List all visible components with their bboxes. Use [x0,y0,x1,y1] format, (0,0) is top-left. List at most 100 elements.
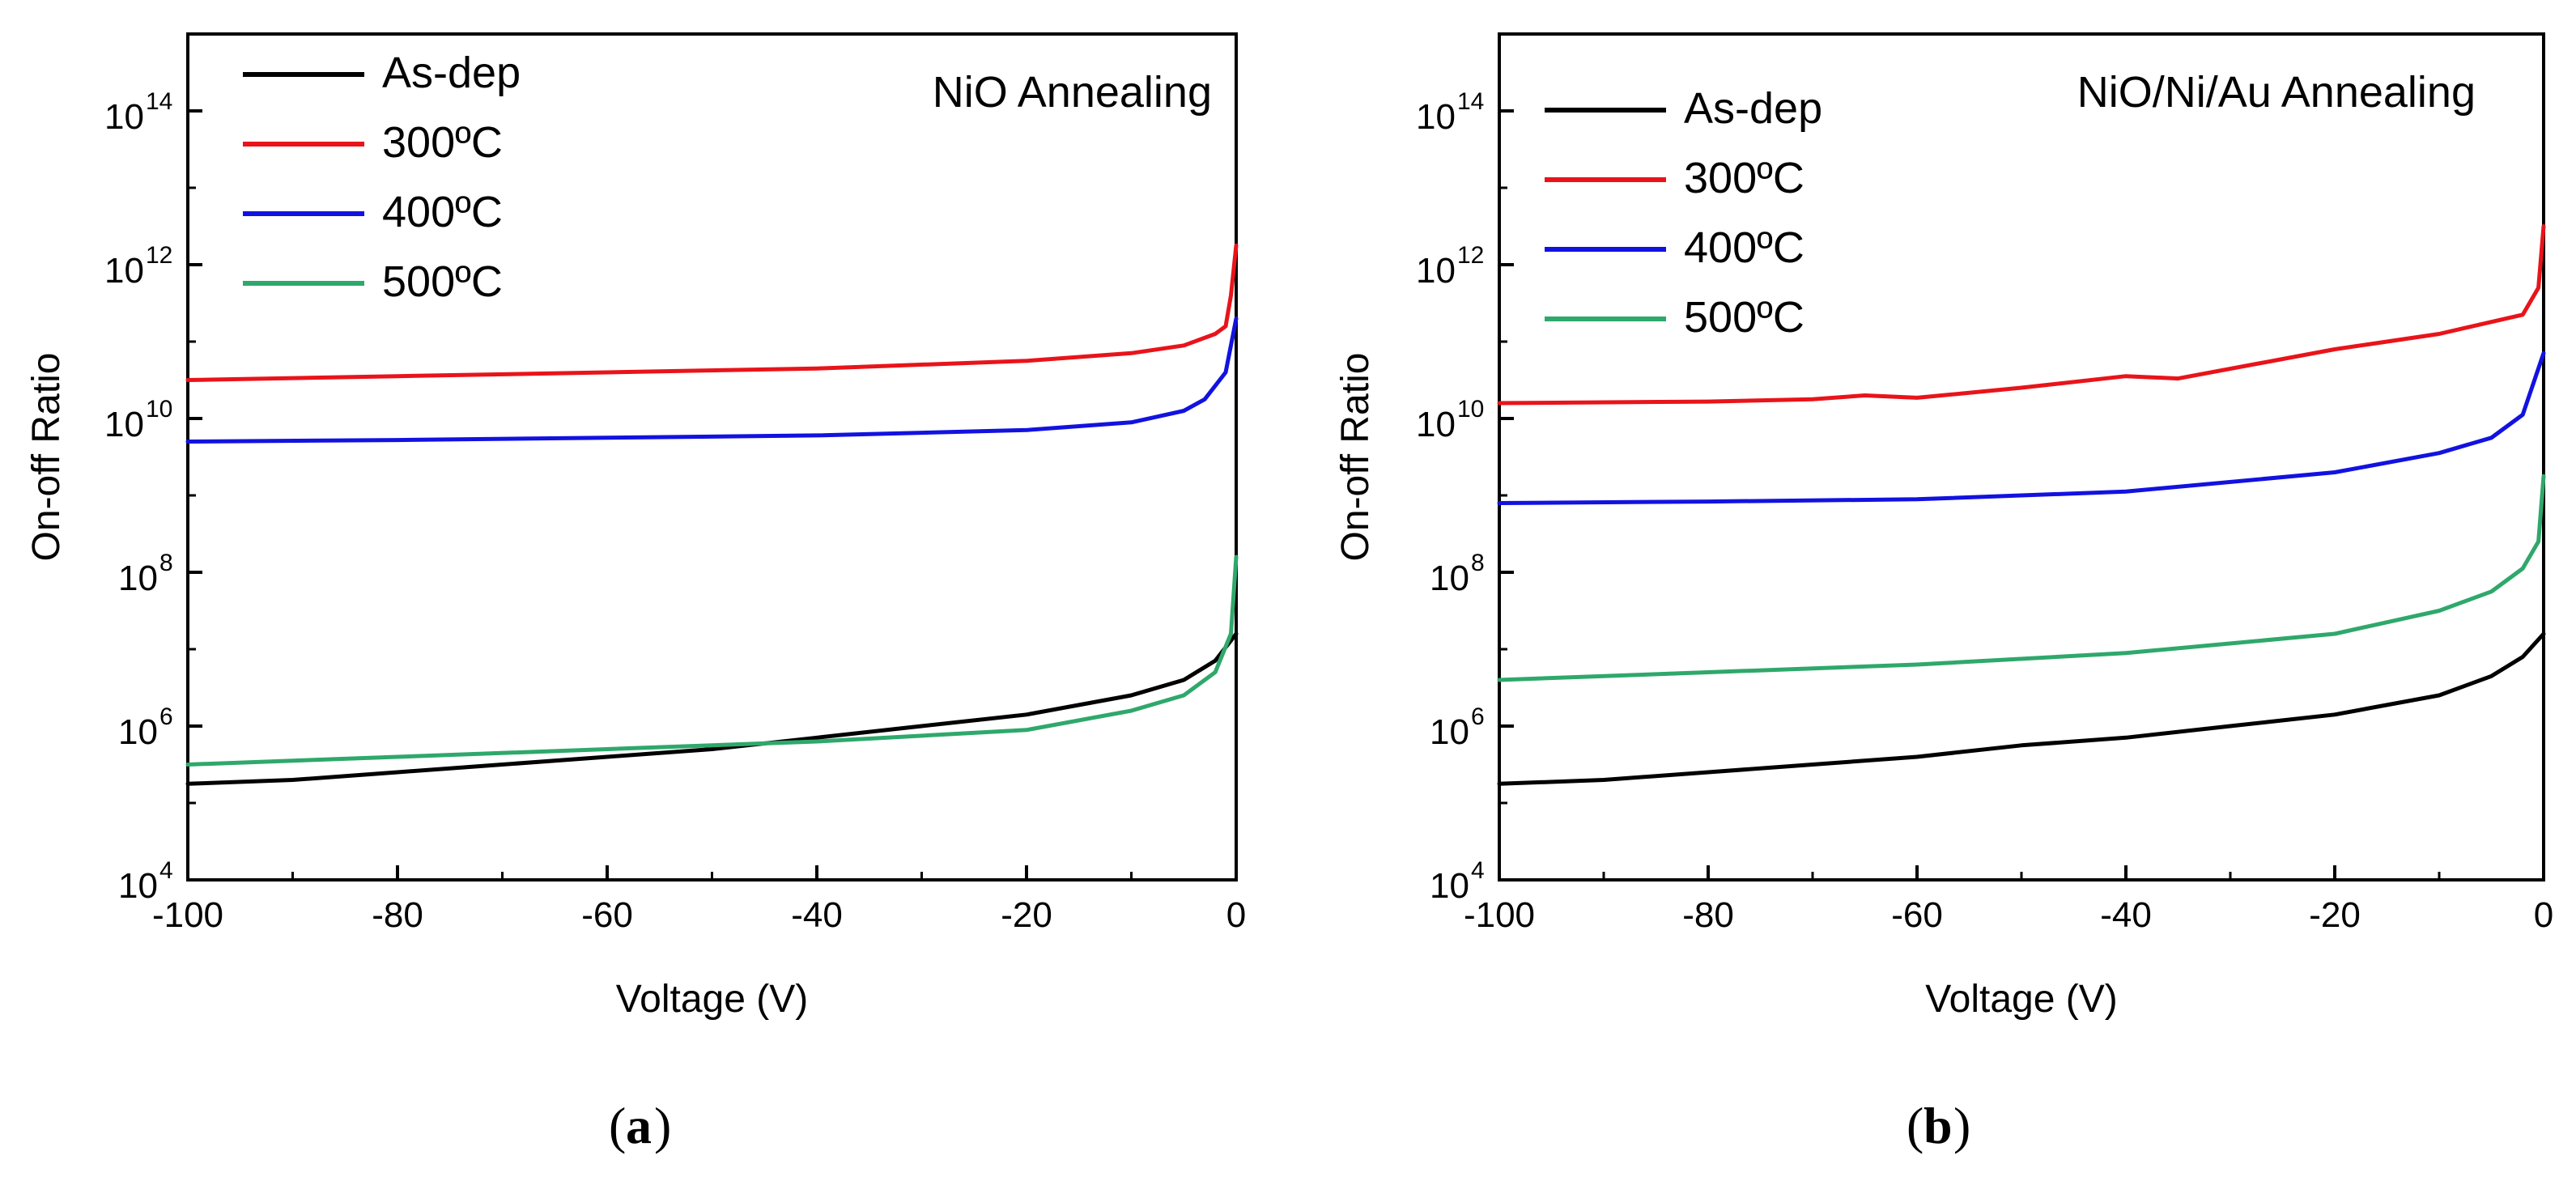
panel-a-y-tick-label: 10 4 [118,857,173,906]
panel-b-legend-item: 400ºC [1545,223,1804,272]
panel-b-y-tick-label: 10 8 [1430,550,1485,598]
svg-text:10: 10 [146,396,172,423]
svg-text:4: 4 [159,857,173,884]
panel-b-legend-label: As-dep [1684,84,1822,133]
svg-text:10: 10 [118,712,158,752]
panel-b-legend-item: 300ºC [1545,154,1804,202]
svg-text:10: 10 [1430,866,1469,906]
panel-b-axis-ticks [1498,109,2545,882]
panel-a-series-line [185,631,1239,786]
svg-text:10: 10 [104,405,144,444]
svg-text:): ) [1953,1097,1970,1154]
panel-a-legend-item: 300ºC [243,118,503,167]
panel-b-y-tick-label: 10 4 [1430,857,1485,906]
panel-a-plot-area [186,32,1238,882]
svg-text:12: 12 [146,242,172,269]
panel-a-x-tick-label: -80 [372,895,423,935]
panel-a-series-line [185,316,1239,444]
panel-b-x-tick-label: -80 [1682,895,1734,935]
panel-b-legend-label: 400ºC [1684,223,1804,272]
panel-a-x-tick-label: -100 [152,895,223,935]
panel-a-legend-item: 500ºC [243,257,503,306]
panel-a-caption: ( a ) [609,1097,671,1154]
svg-text:12: 12 [1457,242,1484,269]
panel-a-legend: As-dep 300ºC 400ºC 500ºC [243,49,521,306]
panel-b-x-axis-label: Voltage (V) [1925,978,2117,1021]
svg-text:10: 10 [1430,712,1469,752]
panel-a-y-tick-label: 10 8 [118,550,173,598]
panel-b-legend-item: As-dep [1545,84,1822,133]
panel-a-caption-letter: a [626,1097,652,1154]
panel-a-series [185,243,1239,786]
panel-b-x-tick-label: -20 [2309,895,2361,935]
panel-b-x-tick-label: -40 [2100,895,2152,935]
panel-b-series-line [1497,224,2546,406]
panel-a-x-tick-labels: -100 -80 -60 -40 -20 0 [152,895,1246,935]
panel-a-x-tick-label: -40 [791,895,843,935]
panel-b-legend: As-dep 300ºC 400ºC 500ºC [1545,84,1822,342]
panel-b-x-tick-labels: -100 -80 -60 -40 -20 0 [1464,895,2553,935]
svg-text:10: 10 [104,251,144,291]
panel-b-series-line [1497,474,2546,682]
svg-text:6: 6 [1471,703,1485,730]
panel-b-x-tick-label: -100 [1464,895,1535,935]
panel-a-y-axis-label: On-off Ratio [25,353,68,562]
panel-b-y-tick-label: 10 12 [1416,242,1484,291]
panel-b-x-tick-label: -60 [1891,895,1943,935]
panel-b-series-line [1497,631,2546,786]
svg-text:14: 14 [1457,88,1484,115]
panel-a-legend-label: 400ºC [382,188,503,236]
panel-a-x-tick-label: 0 [1226,895,1246,935]
panel-b-y-axis-label: On-off Ratio [1334,353,1377,562]
panel-a-axis-ticks [186,109,1238,882]
svg-text:10: 10 [1416,97,1456,137]
svg-text:10: 10 [1430,559,1469,598]
panel-b-caption-letter: b [1923,1097,1953,1154]
svg-text:10: 10 [1416,405,1456,444]
panel-a-y-tick-label: 10 14 [104,88,172,137]
panel-b-series-line [1497,350,2546,505]
panel-b-y-tick-label: 10 10 [1416,396,1484,444]
svg-text:4: 4 [1471,857,1485,884]
panel-a-y-tick-label: 10 12 [104,242,172,291]
panel-b-caption: ( b ) [1906,1097,1970,1154]
panel-b-legend-label: 300ºC [1684,154,1804,202]
panel-b-y-tick-label: 10 14 [1416,88,1484,137]
panel-b-x-tick-label: 0 [2534,895,2553,935]
svg-text:14: 14 [146,88,172,115]
svg-text:(: ( [609,1097,626,1154]
panel-a-x-tick-label: -20 [1001,895,1052,935]
panel-a-title: NiO Annealing [933,68,1212,117]
panel-a-legend-label: 500ºC [382,257,503,306]
panel-a-legend-item: 400ºC [243,188,503,236]
panel-b-series [1497,224,2546,786]
svg-text:6: 6 [159,703,173,730]
svg-text:10: 10 [118,866,158,906]
panel-a-y-tick-label: 10 10 [104,396,172,444]
panel-b-plot-area [1498,32,2545,882]
svg-text:10: 10 [104,97,144,137]
panel-b-title: NiO/Ni/Au Annealing [2077,68,2476,117]
panel-a-x-tick-label: -60 [581,895,633,935]
svg-text:8: 8 [1471,550,1485,576]
panel-b-legend-label: 500ºC [1684,293,1804,342]
panel-b-y-tick-label: 10 6 [1430,703,1485,752]
panel-a-series-line [185,243,1239,382]
svg-text:8: 8 [159,550,173,576]
panel-a-legend-label: As-dep [382,49,521,97]
panel-a-legend-item: As-dep [243,49,521,97]
panel-a-y-tick-label: 10 6 [118,703,173,752]
svg-text:): ) [654,1097,671,1154]
panel-a-legend-label: 300ºC [382,118,503,167]
svg-text:10: 10 [1457,396,1484,423]
svg-text:10: 10 [1416,251,1456,291]
panel-a-x-axis-label: Voltage (V) [616,978,808,1021]
panel-b-legend-item: 500ºC [1545,293,1804,342]
svg-text:(: ( [1906,1097,1923,1154]
svg-text:10: 10 [118,559,158,598]
